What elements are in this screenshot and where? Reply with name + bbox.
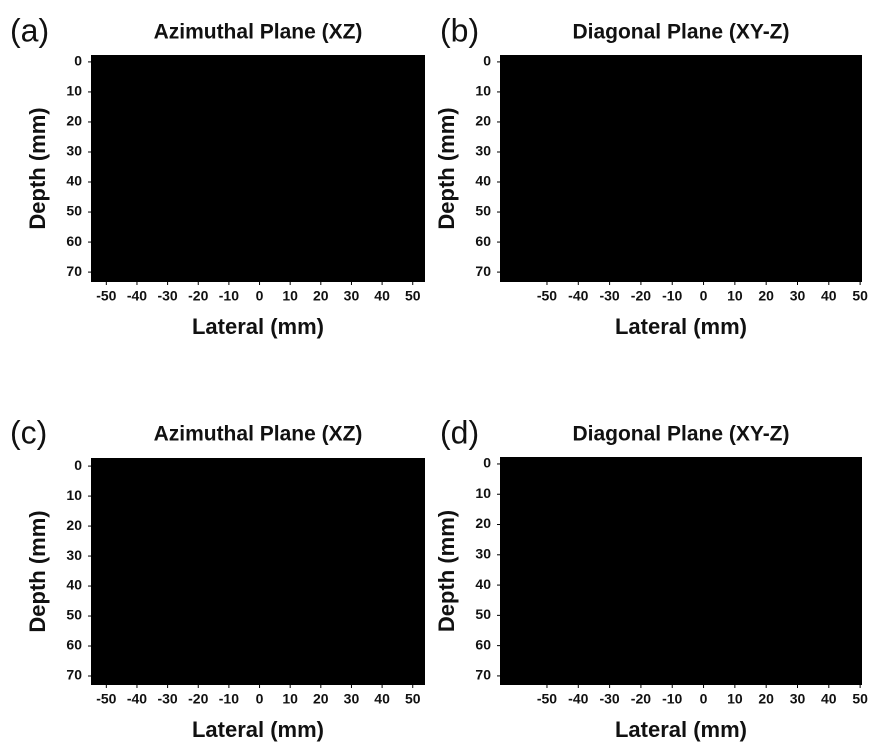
y-tick-label: 30 [475, 546, 491, 562]
y-axis-label: Depth (mm) [25, 107, 50, 229]
panel-label: (a) [10, 12, 49, 48]
panel-title: Azimuthal Plane (XZ) [154, 21, 363, 44]
y-tick-label: 40 [475, 576, 491, 592]
x-tick-label: -50 [537, 288, 557, 304]
x-tick-label: 0 [700, 691, 708, 707]
y-tick-label: 40 [66, 173, 82, 189]
y-tick-label: 40 [66, 577, 82, 593]
image-area [500, 55, 862, 282]
x-tick-label: 20 [313, 288, 329, 304]
x-tick-label: 40 [821, 288, 837, 304]
x-tick-label: 30 [790, 691, 806, 707]
x-tick-label: 40 [374, 288, 390, 304]
x-tick-label: 30 [790, 288, 806, 304]
x-tick-label: 20 [758, 691, 774, 707]
x-tick-label: -20 [631, 691, 651, 707]
y-tick-label: 70 [66, 667, 82, 683]
y-tick-label: 10 [66, 487, 82, 503]
image-area [91, 458, 425, 685]
panel-title: Diagonal Plane (XY-Z) [572, 21, 789, 44]
x-tick-label: -40 [568, 288, 588, 304]
x-tick-label: -30 [599, 288, 619, 304]
y-tick-label: 60 [66, 233, 82, 249]
x-axis-label: Lateral (mm) [615, 717, 747, 742]
x-tick-label: 50 [405, 288, 421, 304]
x-tick-label: 50 [405, 691, 421, 707]
y-tick-label: 50 [66, 607, 82, 623]
x-tick-label: 0 [256, 288, 264, 304]
x-tick-label: -20 [188, 691, 208, 707]
y-axis-label: Depth (mm) [25, 510, 50, 632]
y-tick-label: 50 [475, 606, 491, 622]
x-tick-label: -50 [96, 691, 116, 707]
panel-label: (d) [440, 414, 479, 450]
x-tick-label: -30 [157, 288, 177, 304]
image-area [91, 55, 425, 282]
y-tick-label: 10 [66, 83, 82, 99]
y-tick-label: 10 [475, 83, 491, 99]
y-tick-label: 50 [475, 203, 491, 219]
image-area [500, 457, 862, 685]
x-tick-label: -10 [662, 691, 682, 707]
x-tick-label: 30 [344, 288, 360, 304]
x-tick-label: 40 [374, 691, 390, 707]
y-tick-label: 70 [66, 263, 82, 279]
panel-title: Diagonal Plane (XY-Z) [572, 423, 789, 446]
y-tick-label: 30 [475, 143, 491, 159]
x-tick-label: 10 [282, 288, 298, 304]
y-tick-label: 60 [66, 637, 82, 653]
x-tick-label: -20 [188, 288, 208, 304]
y-tick-label: 0 [74, 457, 82, 473]
x-tick-label: 0 [700, 288, 708, 304]
y-tick-label: 0 [74, 53, 82, 69]
x-tick-label: -30 [599, 691, 619, 707]
panel-title: Azimuthal Plane (XZ) [154, 423, 363, 446]
x-tick-label: -10 [662, 288, 682, 304]
x-tick-label: -30 [157, 691, 177, 707]
x-tick-label: 10 [727, 691, 743, 707]
x-tick-label: -40 [568, 691, 588, 707]
x-tick-label: 20 [313, 691, 329, 707]
x-tick-label: -10 [219, 691, 239, 707]
y-tick-label: 20 [66, 113, 82, 129]
x-tick-label: 30 [344, 691, 360, 707]
x-tick-label: 10 [727, 288, 743, 304]
x-axis-label: Lateral (mm) [615, 314, 747, 339]
y-axis-label: Depth (mm) [434, 107, 459, 229]
y-tick-label: 0 [483, 53, 491, 69]
x-tick-label: 50 [852, 288, 868, 304]
y-tick-label: 40 [475, 173, 491, 189]
x-axis-label: Lateral (mm) [192, 717, 324, 742]
panel-label: (b) [440, 12, 479, 48]
x-tick-label: 40 [821, 691, 837, 707]
y-tick-label: 70 [475, 667, 491, 683]
x-tick-label: -40 [127, 691, 147, 707]
x-tick-label: -20 [631, 288, 651, 304]
y-tick-label: 10 [475, 485, 491, 501]
y-tick-label: 30 [66, 143, 82, 159]
x-tick-label: -10 [219, 288, 239, 304]
y-axis-label: Depth (mm) [434, 510, 459, 632]
x-tick-label: -50 [537, 691, 557, 707]
y-tick-label: 60 [475, 233, 491, 249]
y-tick-label: 60 [475, 636, 491, 652]
x-tick-label: 10 [282, 691, 298, 707]
x-tick-label: 50 [852, 691, 868, 707]
x-tick-label: 0 [256, 691, 264, 707]
x-tick-label: -40 [127, 288, 147, 304]
x-tick-label: 20 [758, 288, 774, 304]
y-tick-label: 0 [483, 455, 491, 471]
y-tick-label: 70 [475, 263, 491, 279]
panel-label: (c) [10, 414, 47, 450]
y-tick-label: 20 [66, 517, 82, 533]
y-tick-label: 30 [66, 547, 82, 563]
x-tick-label: -50 [96, 288, 116, 304]
x-axis-label: Lateral (mm) [192, 314, 324, 339]
y-tick-label: 20 [475, 113, 491, 129]
y-tick-label: 20 [475, 515, 491, 531]
y-tick-label: 50 [66, 203, 82, 219]
